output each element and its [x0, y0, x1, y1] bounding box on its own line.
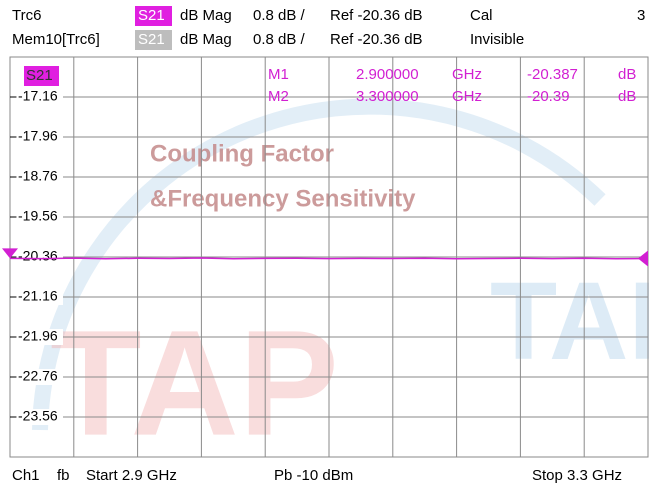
format: dB Mag [180, 31, 232, 48]
tick-bg [17, 289, 63, 305]
tick-bg [17, 249, 63, 265]
reference: Ref -20.36 dB [330, 31, 423, 48]
y-tick-label: -17.16 [18, 88, 58, 104]
marker-value-unit: dB [618, 88, 636, 105]
param: S21 [138, 31, 165, 48]
watermark-text: &Frequency Sensitivity [150, 185, 416, 212]
trace-name: Mem10[Trc6] [12, 31, 100, 48]
y-tick-label: -21.96 [18, 328, 58, 344]
format: dB Mag [180, 7, 232, 24]
channel: 3 [637, 7, 645, 24]
footer-power: Pb -10 dBm [274, 467, 353, 484]
marker-unit: GHz [452, 88, 482, 105]
marker-symbol [638, 250, 648, 267]
trace-label-box [24, 66, 59, 86]
tick-bg [17, 209, 63, 225]
y-tick-label: -19.56 [18, 208, 58, 224]
tick-bg [17, 409, 63, 425]
marker-unit: GHz [452, 66, 482, 83]
scale: 0.8 dB / [253, 31, 306, 48]
trace-name: Trc6 [12, 7, 41, 24]
y-tick-label: -22.76 [18, 368, 58, 384]
scale: 0.8 dB / [253, 7, 306, 24]
marker-value-unit: dB [618, 66, 636, 83]
marker-value: -20.39 [527, 88, 570, 105]
footer-start: Start 2.9 GHz [86, 467, 177, 484]
param-box [135, 6, 172, 26]
y-tick-label: -20.36 [18, 248, 58, 264]
tick-bg [17, 169, 63, 185]
reference: Ref -20.36 dB [330, 7, 423, 24]
tick-bg [17, 369, 63, 385]
y-tick-label: -17.96 [18, 128, 58, 144]
watermark-logo: TAP [50, 299, 339, 467]
param: S21 [138, 7, 165, 24]
trace-label: S21 [26, 67, 53, 84]
status: Cal [470, 7, 493, 24]
status: Invisible [470, 31, 524, 48]
param-box [135, 30, 172, 50]
y-tick-label: -21.16 [18, 288, 58, 304]
watermark-arc [32, 98, 606, 431]
footer-channel: Ch1 [12, 467, 40, 484]
tick-bg [17, 89, 63, 105]
y-tick-label: -18.76 [18, 168, 58, 184]
marker-freq: 3.300000 [356, 88, 419, 105]
marker-value: -20.387 [527, 66, 578, 83]
tick-bg [17, 129, 63, 145]
footer-mode: fb [57, 467, 70, 484]
footer-stop: Stop 3.3 GHz [532, 467, 622, 484]
tick-bg [17, 329, 63, 345]
y-tick-label: -23.56 [18, 408, 58, 424]
plot-area: -17.16 -17.96 -18.76 -19.56 -20.36 -21.16 -21.… [2, 56, 649, 458]
watermark-text: Coupling Factor [150, 140, 334, 167]
marker-symbol [2, 248, 18, 259]
marker-freq: 2.900000 [356, 66, 419, 83]
trace [9, 257, 649, 260]
marker-name: M1 [268, 66, 289, 83]
watermark-logo: TAP [490, 260, 649, 383]
marker-name: M2 [268, 88, 289, 105]
